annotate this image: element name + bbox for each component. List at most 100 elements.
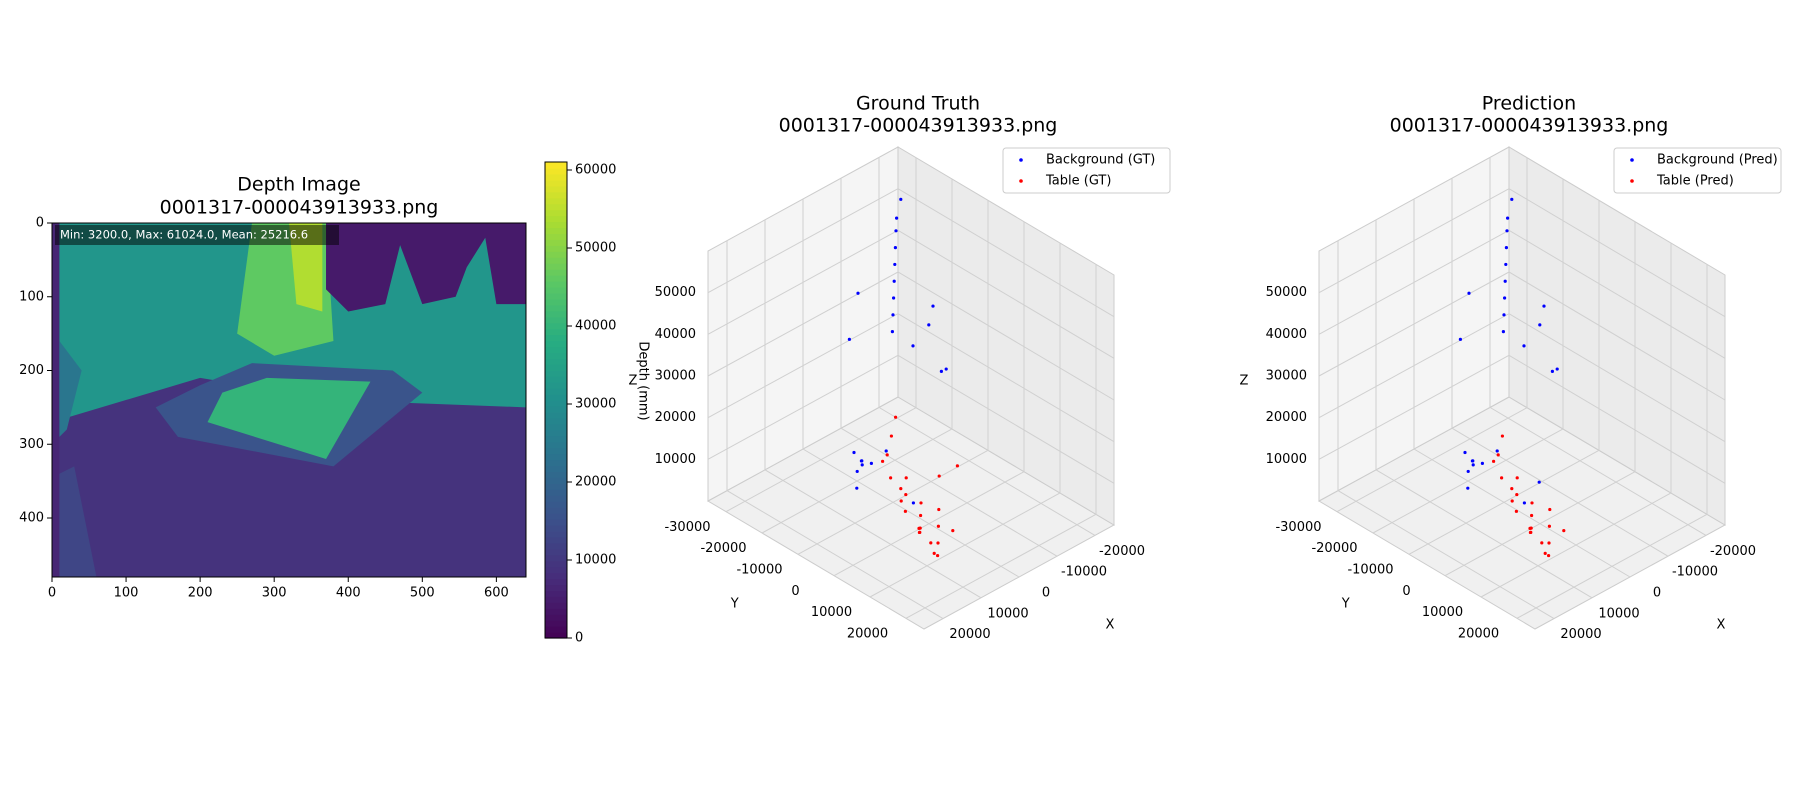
y-tick-label: 200 <box>19 363 44 378</box>
chart-title: Ground Truth <box>856 93 980 115</box>
point <box>1495 449 1499 453</box>
chart-subtitle: 0001317-000043913933.png <box>779 115 1058 137</box>
colorbar-cell <box>545 542 567 550</box>
depth-region <box>52 223 60 577</box>
point <box>855 469 859 474</box>
colorbar-cell <box>545 614 567 621</box>
x-tick-label: 0 <box>1653 586 1661 601</box>
y-tick-label: 10000 <box>811 605 852 620</box>
x-tick-label: 500 <box>410 586 435 601</box>
colorbar-cell <box>545 281 567 288</box>
colorbar-cell <box>545 346 567 353</box>
colorbar-cell <box>545 179 567 187</box>
point <box>1547 553 1551 558</box>
colorbar-tick-label: 50000 <box>575 240 616 255</box>
colorbar-tick-label: 20000 <box>575 474 616 489</box>
colorbar-cell <box>545 257 567 264</box>
point <box>917 526 921 530</box>
colorbar-cell <box>545 411 567 419</box>
point <box>1522 501 1526 505</box>
colorbar-cell <box>545 566 567 574</box>
annotation: Min: 3200.0, Max: 61024.0, Mean: 25216.6 <box>60 228 308 242</box>
point <box>1514 509 1518 513</box>
point <box>1501 330 1505 334</box>
image <box>52 223 526 577</box>
point <box>1530 501 1534 505</box>
z-axis-label: Z <box>1240 374 1249 389</box>
annotation-box <box>55 225 339 245</box>
point <box>1471 463 1475 467</box>
point <box>899 499 903 503</box>
colorbar-cell <box>545 441 567 449</box>
colorbar-cell <box>545 304 567 312</box>
point <box>894 415 898 419</box>
colorbar-cell <box>545 507 567 514</box>
point <box>1510 499 1514 503</box>
point <box>1466 469 1470 474</box>
legend-label: Background (GT) <box>1046 153 1155 168</box>
colorbar-cell <box>545 620 567 627</box>
grid-line <box>1318 188 1726 318</box>
colorbar-cell <box>545 495 567 502</box>
point <box>1543 551 1547 556</box>
x-tick-label: -10000 <box>1061 565 1107 580</box>
point <box>881 459 885 463</box>
colorbar-cell <box>545 602 567 609</box>
point <box>1548 507 1552 512</box>
point <box>1510 197 1514 201</box>
point <box>1505 229 1509 233</box>
x-axis-label: X <box>1106 618 1115 633</box>
colorbar-cell <box>545 215 567 223</box>
z-tick-label: 20000 <box>1266 410 1307 425</box>
colorbar-cell <box>545 530 567 538</box>
y-tick-label: -20000 <box>700 541 746 556</box>
z-tick-label: 40000 <box>655 327 696 342</box>
colorbar-cell <box>545 578 567 586</box>
point <box>1480 461 1484 465</box>
axes-frame <box>51 222 527 578</box>
colorbar-tick-label: 0 <box>575 631 583 646</box>
point <box>884 449 888 453</box>
colorbar-cell <box>545 388 567 395</box>
z-tick-label: 30000 <box>655 369 696 384</box>
point <box>1542 304 1546 308</box>
point <box>1504 246 1508 250</box>
colorbar-cell <box>545 227 567 234</box>
colorbar-cell <box>545 162 567 169</box>
colorbar-cell <box>545 298 567 306</box>
colorbar-cell <box>545 632 567 639</box>
point <box>1504 262 1508 267</box>
point <box>927 323 931 327</box>
colorbar-cell <box>545 501 567 508</box>
point <box>917 530 922 535</box>
colorbar-cell <box>545 489 567 496</box>
colorbar-cell <box>545 453 567 461</box>
y-tick-label: 20000 <box>1458 626 1499 641</box>
point <box>860 463 864 467</box>
colorbar-cell <box>545 524 567 532</box>
colorbar-cell <box>545 310 567 318</box>
colorbar-cell <box>545 584 567 591</box>
point <box>892 279 896 283</box>
y-tick-label: 20000 <box>847 626 888 641</box>
chart-title: Depth Image <box>237 174 360 196</box>
z-tick-label: 40000 <box>1266 327 1307 342</box>
point <box>885 453 889 457</box>
grid-line <box>707 188 1115 318</box>
x-axis-label: X <box>1717 618 1726 633</box>
point <box>891 313 895 317</box>
point <box>1510 487 1514 491</box>
colorbar-cell <box>545 560 567 568</box>
point <box>890 330 895 334</box>
y-tick-label: 0 <box>36 216 44 231</box>
point <box>892 296 896 300</box>
legend-label: Background (Pred) <box>1657 153 1778 168</box>
colorbar-cell <box>545 316 567 324</box>
point <box>1515 476 1519 480</box>
y-tick-label: 0 <box>1402 584 1410 599</box>
colorbar-cell <box>545 167 567 175</box>
colorbar-cell <box>545 322 567 330</box>
x-tick-label: 300 <box>262 586 287 601</box>
y-tick-label: 300 <box>19 437 44 452</box>
y-tick-label: -30000 <box>1275 520 1321 535</box>
